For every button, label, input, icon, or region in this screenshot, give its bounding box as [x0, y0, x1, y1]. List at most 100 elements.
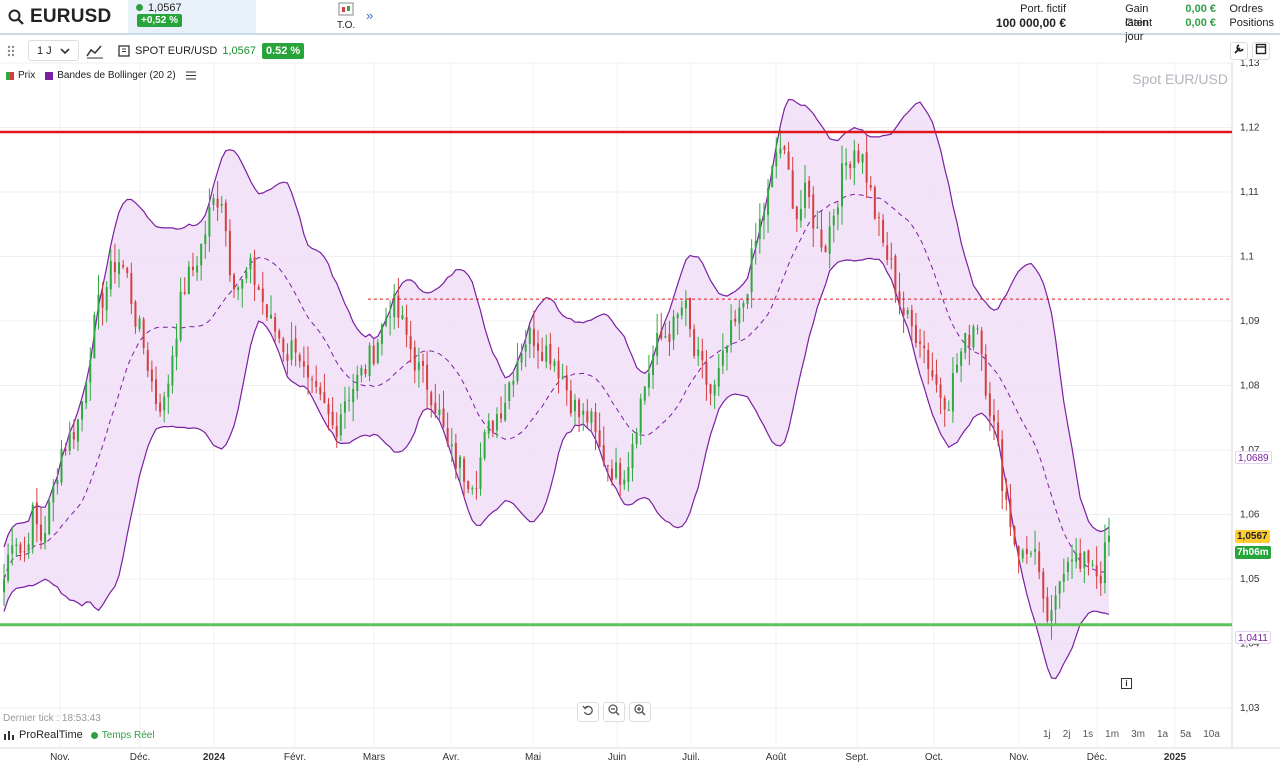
candle-body: [873, 187, 876, 219]
expand-button[interactable]: »: [366, 8, 374, 23]
candle: [631, 433, 634, 482]
upper-band-tag: 1,0689: [1235, 451, 1272, 464]
candle-body: [943, 397, 946, 410]
candle-body: [434, 402, 437, 413]
zoom-out-button[interactable]: [603, 702, 625, 722]
candle: [1103, 524, 1106, 594]
candle: [898, 272, 901, 315]
candle: [573, 394, 576, 425]
candle-body: [902, 308, 905, 316]
chart-type-icon: [86, 45, 103, 59]
candle-body: [840, 163, 843, 207]
period-1s[interactable]: 1s: [1082, 729, 1094, 740]
candle-body: [1058, 581, 1061, 594]
window-button[interactable]: [1252, 42, 1270, 60]
candle-body: [853, 150, 856, 168]
price-tick-label: 1,06: [1240, 510, 1260, 521]
candle-body: [1021, 550, 1024, 559]
current-price-tag: 1,0567: [1235, 530, 1270, 543]
candle: [643, 386, 646, 405]
candle: [315, 365, 318, 394]
candle-body: [126, 267, 129, 274]
candle: [586, 399, 589, 428]
candle: [849, 161, 852, 180]
candle-body: [684, 300, 687, 309]
candle-body: [500, 413, 503, 419]
candle-body: [1038, 551, 1041, 573]
candle-body: [812, 194, 815, 229]
candle: [89, 347, 92, 402]
candle-body: [175, 338, 178, 357]
candle-body: [619, 463, 622, 485]
candle: [914, 312, 917, 348]
candle-body: [319, 387, 322, 395]
candle: [487, 413, 490, 439]
candle: [323, 373, 326, 404]
legend-price[interactable]: Prix: [18, 70, 36, 81]
candle-body: [93, 314, 96, 359]
symbol-search[interactable]: EURUSD: [0, 0, 128, 33]
info-icon[interactable]: i: [1121, 678, 1132, 689]
list-icon[interactable]: [185, 71, 196, 80]
portfolio[interactable]: Port. fictif 100 000,00 €: [976, 2, 1066, 30]
orders-link[interactable]: Ordres: [1229, 3, 1263, 15]
candle-body: [857, 150, 860, 163]
candle-body: [615, 462, 618, 478]
candle: [19, 541, 22, 561]
candle-body: [1009, 498, 1012, 527]
candle: [1029, 550, 1032, 558]
candle-body: [730, 320, 733, 346]
quote-box[interactable]: 1,0567 +0,52 % T.O. »: [128, 0, 373, 33]
candle-body: [138, 318, 141, 330]
candle-body: [3, 579, 5, 593]
period-3m[interactable]: 3m: [1131, 729, 1145, 740]
candle: [3, 563, 5, 606]
candle-body: [483, 431, 486, 459]
candle: [721, 333, 724, 375]
trading-order-button[interactable]: T.O.: [334, 2, 358, 31]
candle-body: [1062, 573, 1065, 582]
candle: [861, 153, 864, 174]
horizontal-levels: [0, 130, 1232, 627]
time-tick-label: 2025: [1164, 752, 1187, 763]
time-tick-label: Nov.: [50, 752, 70, 763]
candle: [545, 334, 548, 369]
candle: [458, 455, 461, 482]
price-tick-label: 1,07: [1240, 445, 1260, 456]
candle: [869, 175, 872, 191]
candle: [233, 272, 236, 299]
settings-button[interactable]: [1230, 42, 1248, 60]
legend-bollinger[interactable]: Bandes de Bollinger (20 2): [57, 70, 176, 81]
period-1m[interactable]: 1m: [1105, 729, 1120, 740]
candle: [840, 145, 843, 225]
candle: [364, 364, 367, 378]
drag-handle[interactable]: [6, 40, 16, 62]
timeframe-select[interactable]: 1 J: [28, 40, 79, 61]
period-2j[interactable]: 2j: [1062, 729, 1071, 740]
candle: [93, 311, 96, 359]
period-10a[interactable]: 10a: [1203, 729, 1220, 740]
candle-body: [200, 243, 203, 266]
candle: [187, 261, 190, 295]
candle: [479, 442, 482, 496]
candle-body: [7, 554, 10, 581]
grip-icon: [7, 45, 15, 57]
candle: [150, 360, 153, 392]
candle-body: [976, 328, 979, 330]
candle-body: [964, 333, 967, 353]
zoom-in-button[interactable]: [629, 702, 651, 722]
period-1a[interactable]: 1a: [1156, 729, 1169, 740]
candle-body: [910, 309, 913, 327]
period-5a[interactable]: 5a: [1180, 729, 1192, 740]
candle: [627, 452, 630, 492]
candle: [1091, 559, 1094, 568]
candle-body: [306, 365, 309, 378]
positions-link[interactable]: Positions: [1229, 17, 1274, 29]
candle: [220, 196, 223, 214]
chart-type-button[interactable]: [86, 40, 104, 62]
period-1j[interactable]: 1j: [1043, 729, 1051, 740]
candle: [795, 205, 798, 233]
reset-zoom-button[interactable]: [577, 702, 599, 722]
candle-body: [1034, 548, 1037, 552]
